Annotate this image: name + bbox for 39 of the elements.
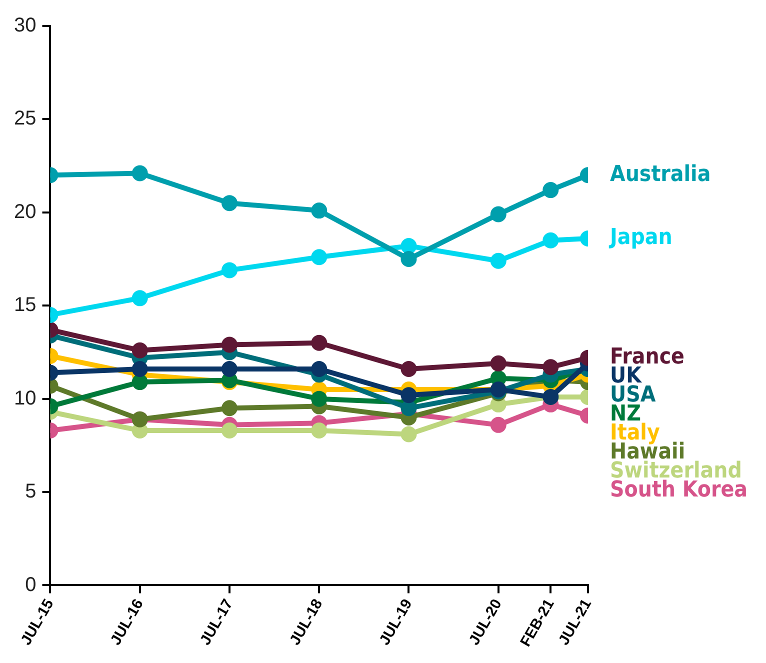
point [222,336,238,353]
point [222,422,238,439]
series-label: Japan [608,225,672,250]
point [490,206,506,222]
point [311,334,328,351]
point [400,361,417,378]
point [542,182,559,198]
point [542,359,559,376]
point [132,361,148,378]
point [132,342,148,358]
point [400,238,417,254]
point [490,252,506,269]
point [222,400,238,416]
y-tick-label: 20 [14,200,36,223]
y-tick-label: 5 [25,480,36,503]
point [490,355,506,372]
point [132,290,148,306]
point [311,249,328,266]
point [542,232,559,248]
point [400,400,417,416]
point [311,361,328,378]
point [490,416,506,433]
point [222,262,238,278]
y-tick-label: 10 [14,387,36,410]
y-tick-label: 30 [14,14,36,37]
y-tick-label: 25 [14,108,36,130]
point [132,165,148,182]
series-label: Australia [610,162,711,187]
point [311,202,328,219]
point [311,422,328,439]
point [222,195,238,212]
point [222,361,238,378]
y-tick-label: 0 [25,574,36,596]
y-tick-label: 15 [14,294,36,316]
point [400,387,417,404]
point [400,426,417,442]
point [400,251,417,268]
point [132,374,148,390]
point [311,390,328,407]
